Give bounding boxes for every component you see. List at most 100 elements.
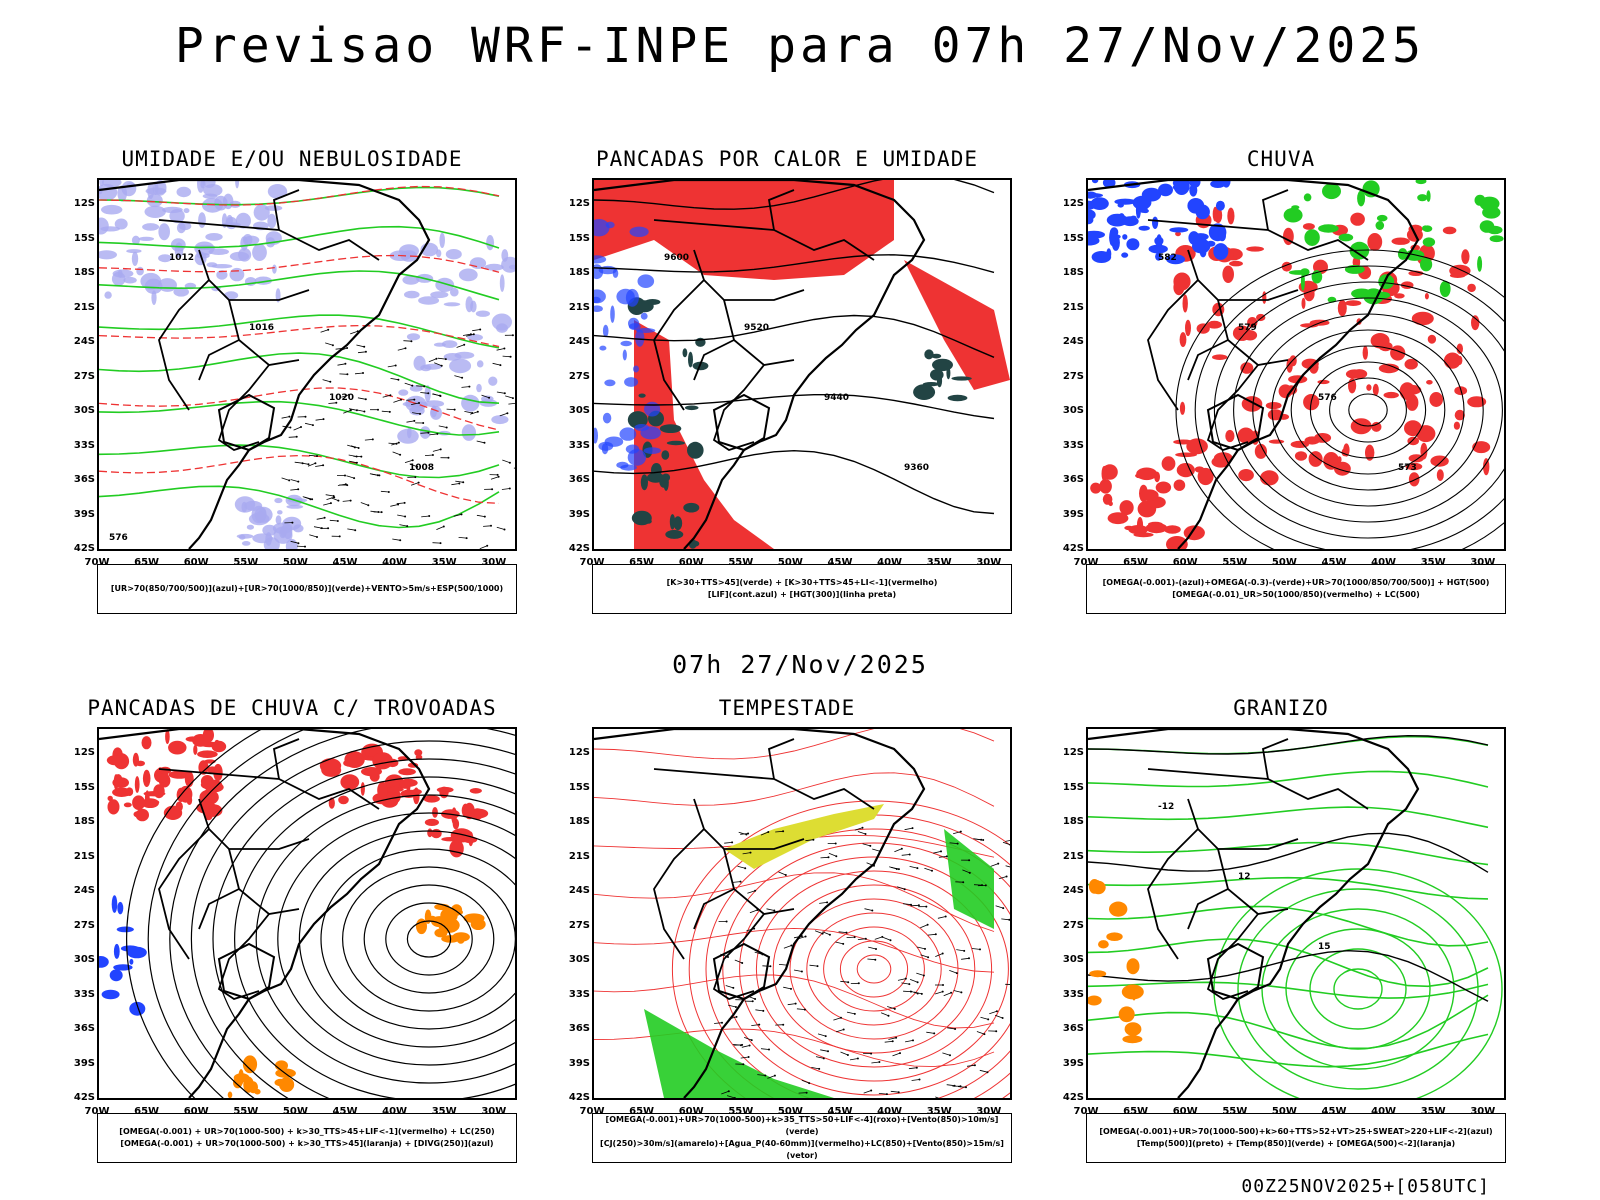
- wind-vector: [862, 843, 871, 847]
- weather-blob: [1345, 300, 1362, 306]
- contour-ring: [1175, 249, 1504, 549]
- weather-blob: [430, 405, 437, 418]
- wind-vector-head: [469, 333, 472, 336]
- lat-tick-label: 24S: [568, 336, 590, 347]
- wind-vector-head: [818, 1067, 821, 1070]
- weather-blob: [140, 272, 162, 290]
- weather-blob: [1089, 970, 1107, 978]
- wind-vector-head: [300, 426, 302, 428]
- wind-vector-head: [394, 364, 397, 367]
- weather-blob: [1095, 880, 1100, 891]
- wind-vector: [882, 937, 891, 941]
- wind-vector: [910, 904, 919, 907]
- wind-vector-head: [346, 347, 349, 349]
- contour-line: [1088, 981, 1489, 999]
- weather-blob: [594, 255, 607, 264]
- lat-tick-label: 36S: [1062, 474, 1084, 485]
- weather-blob: [1176, 463, 1195, 478]
- weather-blob: [1182, 294, 1188, 313]
- wind-vector-head: [926, 923, 929, 926]
- country-border: [693, 339, 735, 381]
- contour-ring: [671, 800, 1010, 1098]
- wind-vector: [481, 394, 490, 399]
- panel-legend: [OMEGA(-0.001)+UR>70(1000-500)+k>60+TTS>…: [1086, 1113, 1506, 1163]
- wind-vector: [924, 867, 933, 872]
- wind-vector: [822, 931, 831, 936]
- weather-blob: [499, 274, 505, 292]
- wind-vector: [505, 395, 514, 399]
- wind-vector: [322, 379, 331, 383]
- contour-line: [594, 974, 995, 1029]
- weather-blob: [1240, 362, 1254, 374]
- weather-blob: [146, 193, 163, 208]
- wind-vector: [737, 865, 746, 869]
- lon-tick-label: 60W: [678, 557, 704, 568]
- lon-tick-label: 30W: [481, 557, 507, 568]
- wind-vector-head: [322, 418, 325, 421]
- wind-vector-head: [410, 340, 413, 343]
- weather-blob: [1247, 317, 1258, 328]
- country-border: [272, 189, 300, 231]
- legend-line: [OMEGA(-0.001)+UR>70(1000-500)+k>35_TTS>…: [605, 1115, 999, 1136]
- weather-blob: [491, 415, 509, 425]
- weather-blob: [1383, 391, 1399, 399]
- wind-vector: [1005, 865, 1010, 868]
- wind-vector: [382, 394, 391, 398]
- wind-vector-head: [338, 535, 341, 538]
- wind-vector-head: [782, 1023, 785, 1026]
- wind-vector: [887, 1006, 895, 1010]
- wind-vector-head: [439, 394, 441, 397]
- wind-vector-head: [428, 515, 431, 517]
- wind-vector-head: [399, 453, 402, 456]
- weather-blob: [661, 473, 671, 482]
- wind-vector-head: [376, 474, 379, 477]
- wind-vector: [933, 851, 942, 854]
- lon-tick-label: 55W: [728, 1106, 754, 1117]
- wind-vector: [878, 1093, 887, 1095]
- contour-ring: [722, 842, 1010, 1096]
- wind-vector: [387, 365, 396, 368]
- weather-blob: [1303, 193, 1312, 202]
- lat-tick-label: 42S: [568, 1092, 590, 1103]
- weather-blob: [413, 355, 426, 371]
- contour-label: 12: [1238, 872, 1251, 882]
- wind-vector-head: [734, 1006, 737, 1008]
- weather-blob: [423, 795, 440, 803]
- wind-vector: [935, 1096, 940, 1098]
- wind-vector: [835, 941, 844, 945]
- wind-vector: [350, 330, 358, 335]
- wind-vector: [911, 1079, 920, 1081]
- weather-blob: [319, 758, 342, 774]
- contour-ring: [1194, 265, 1504, 549]
- weather-blob: [1487, 225, 1503, 235]
- wind-vector: [416, 385, 425, 387]
- lat-tick-label: 39S: [568, 1057, 590, 1069]
- contour-line: [594, 254, 995, 274]
- weather-blob: [1471, 315, 1480, 331]
- wind-vector: [815, 1056, 824, 1059]
- wind-vector-head: [404, 347, 407, 350]
- wind-vector-head: [742, 1063, 745, 1066]
- lon-tick-label: 70W: [579, 1106, 605, 1117]
- weather-blob: [1225, 429, 1235, 443]
- contour-label: 9440: [824, 393, 849, 403]
- wind-vector-head: [754, 998, 757, 1000]
- wind-vector: [347, 528, 356, 531]
- weather-blob: [1193, 234, 1207, 245]
- weather-blob: [252, 243, 267, 261]
- weather-blob: [1175, 231, 1181, 237]
- wind-vector: [455, 480, 464, 483]
- wind-vector: [499, 412, 508, 417]
- wind-vector-head: [790, 944, 793, 947]
- weather-blob: [1472, 441, 1491, 454]
- wind-vector-head: [910, 903, 912, 906]
- weather-blob: [144, 205, 166, 218]
- weather-blob: [469, 788, 482, 794]
- wind-vector-head: [486, 544, 489, 547]
- weather-blob: [1489, 235, 1504, 243]
- weather-blob: [203, 180, 216, 188]
- wind-vector-head: [878, 1061, 881, 1063]
- wind-vector-head: [733, 1097, 736, 1098]
- lat-tick-label: 12S: [568, 198, 590, 209]
- wind-vector-head: [346, 373, 349, 376]
